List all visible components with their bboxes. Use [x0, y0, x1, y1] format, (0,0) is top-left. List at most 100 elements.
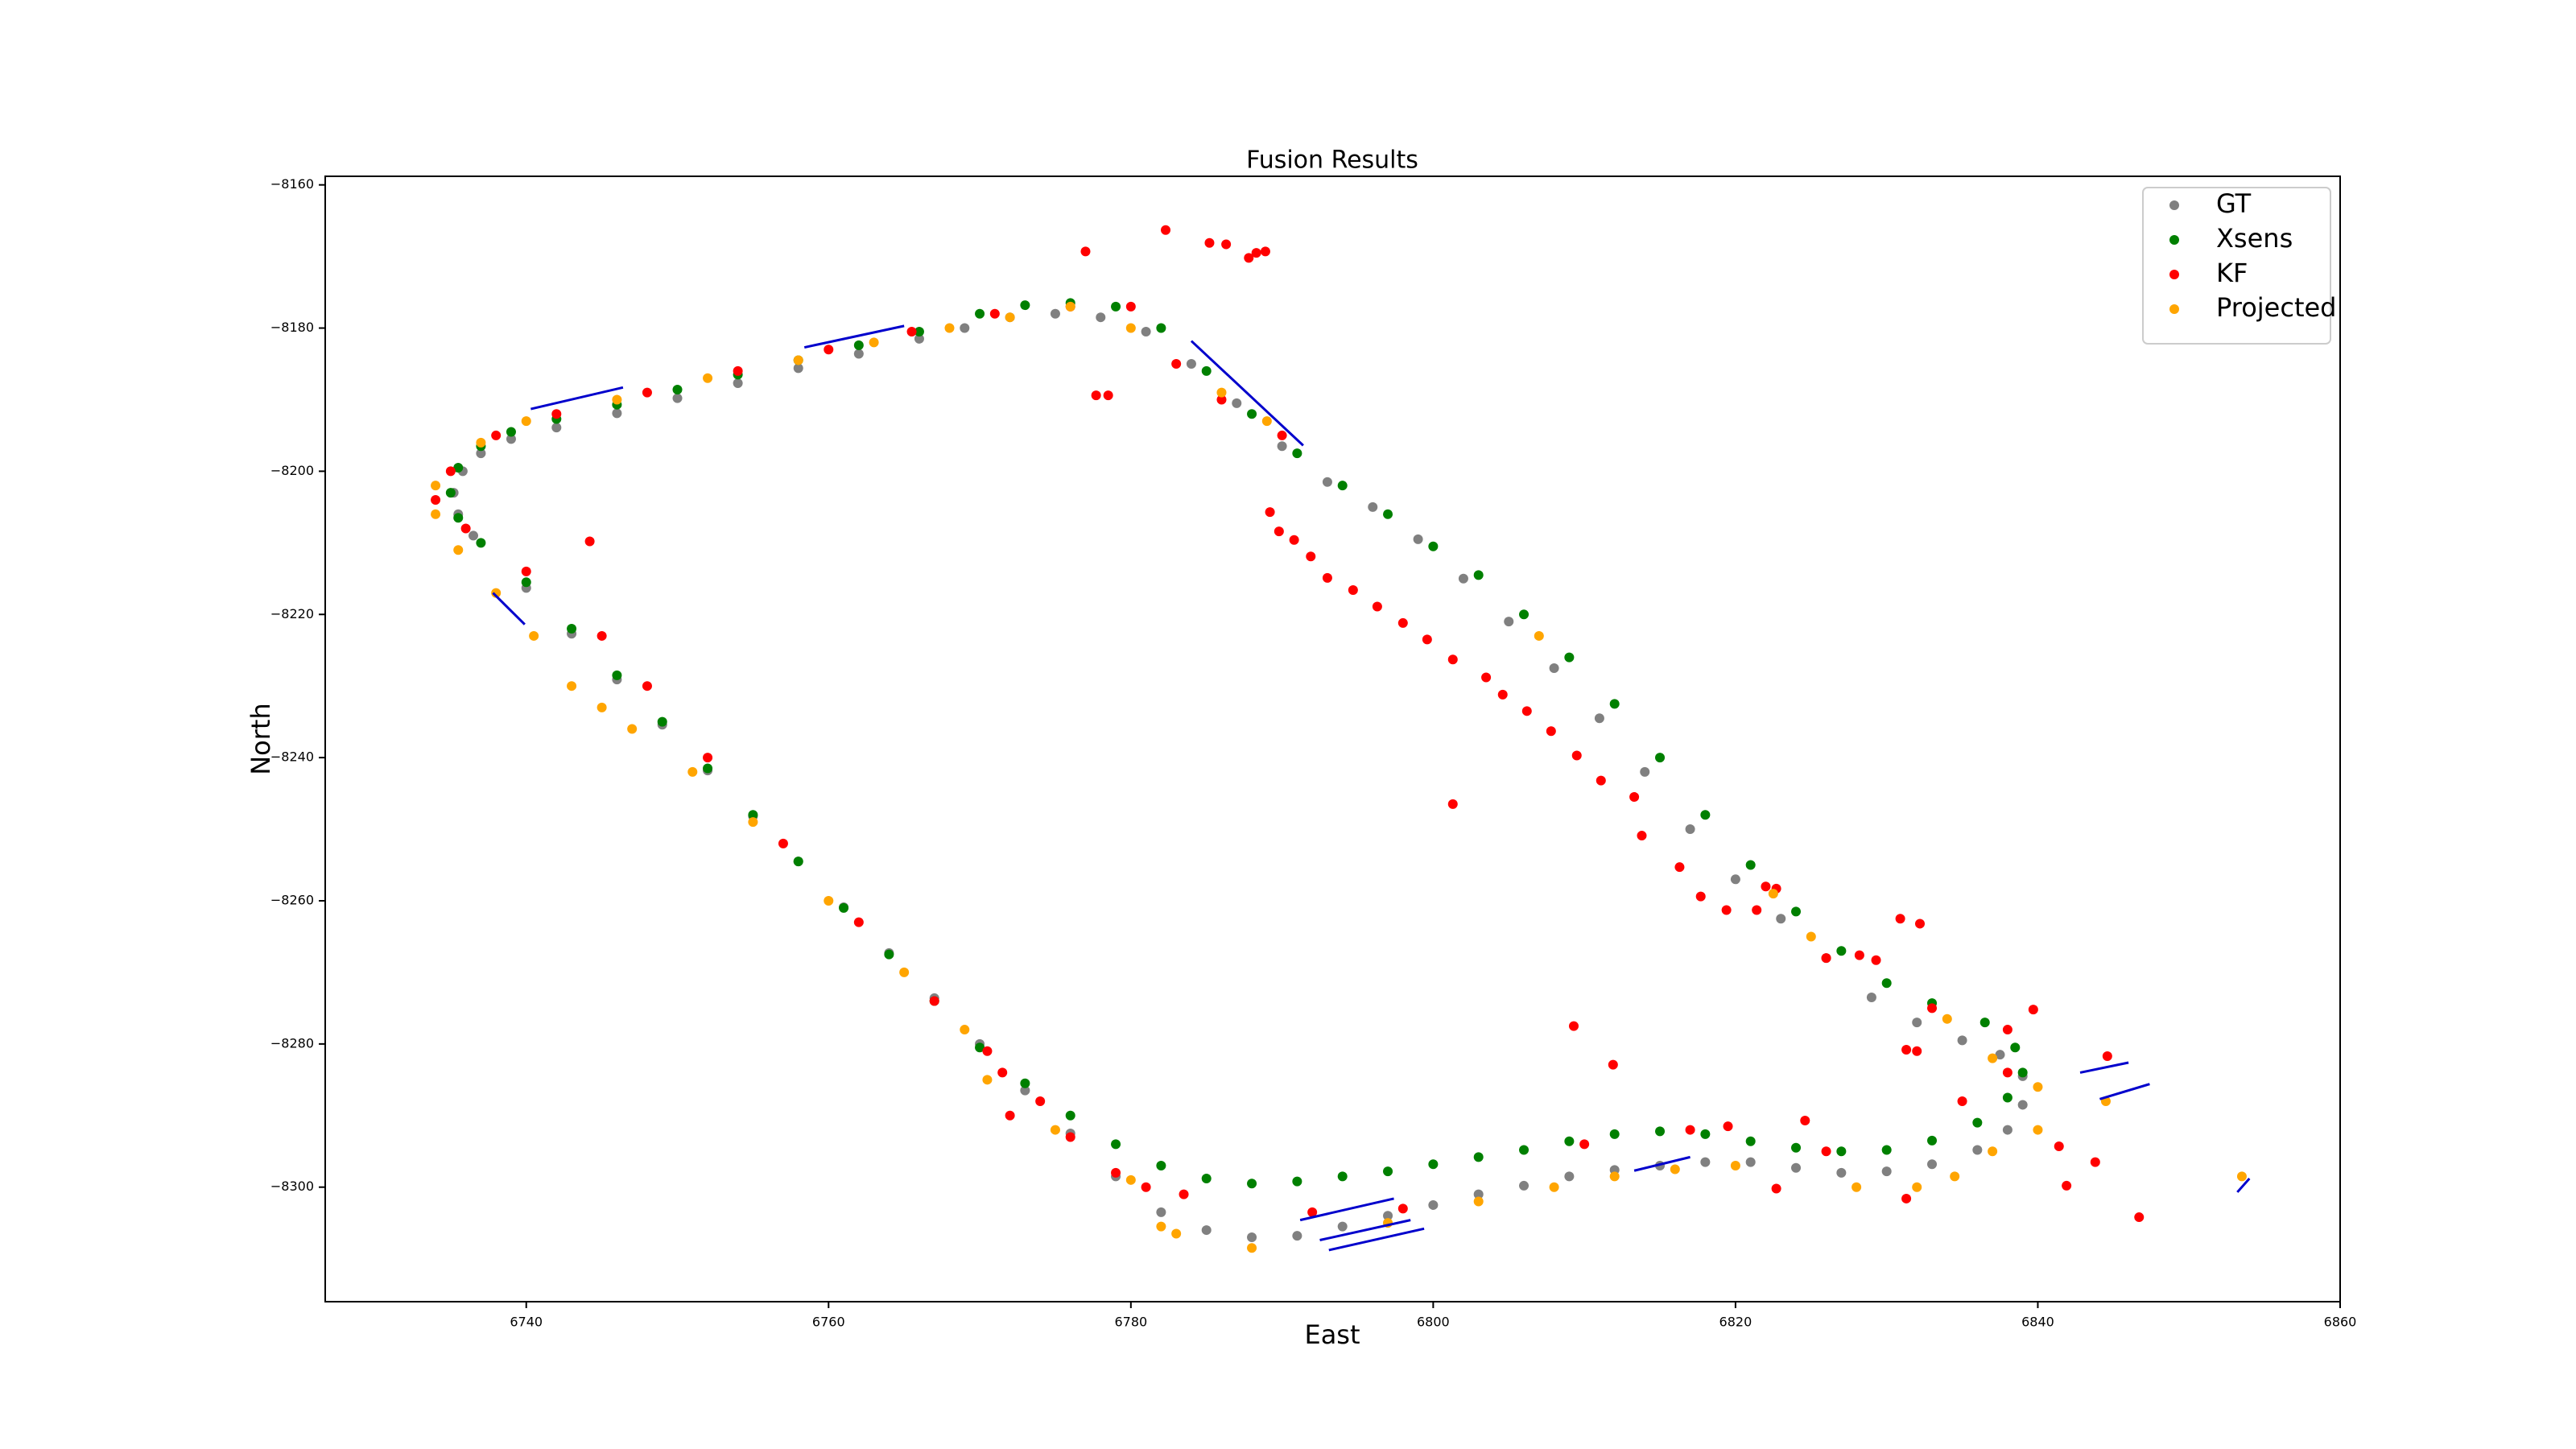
point	[1005, 1110, 1015, 1121]
point	[1972, 1145, 1983, 1155]
point	[1519, 1180, 1530, 1191]
point	[748, 810, 758, 820]
point	[642, 387, 652, 398]
point	[1265, 507, 1275, 518]
point	[476, 437, 486, 448]
x-tick-label: 6840	[2021, 1315, 2054, 1330]
segment	[492, 592, 526, 625]
point	[1972, 1117, 1983, 1128]
point	[1274, 526, 1284, 537]
point	[1912, 1018, 1922, 1028]
point	[2236, 1171, 2247, 1182]
point	[1221, 239, 1232, 250]
point	[1745, 860, 1756, 870]
point	[1791, 906, 1802, 917]
point	[1247, 409, 1257, 419]
legend-marker	[2169, 235, 2179, 245]
point	[521, 566, 531, 576]
point	[1156, 1207, 1166, 1217]
point	[1927, 1003, 1938, 1013]
y-tick-label: −8220	[270, 606, 314, 621]
x-tick-label: 6800	[1417, 1315, 1450, 1330]
point	[1674, 862, 1685, 873]
point	[1141, 326, 1151, 336]
y-tick-label: −8260	[270, 892, 314, 907]
point	[491, 588, 502, 598]
point	[1428, 1159, 1439, 1170]
point	[672, 393, 683, 403]
point	[1745, 1136, 1756, 1146]
point	[1171, 1228, 1182, 1239]
legend-label: Projected	[2216, 292, 2336, 323]
point	[1927, 1135, 1938, 1146]
point	[1171, 359, 1182, 369]
point	[1065, 1110, 1075, 1121]
point	[884, 949, 894, 960]
point	[1204, 237, 1215, 248]
point	[612, 394, 622, 405]
point	[1655, 753, 1666, 763]
point	[793, 363, 803, 374]
point	[1397, 1203, 1408, 1214]
segment	[1633, 1155, 1690, 1172]
point	[1141, 1182, 1151, 1192]
point	[1950, 1171, 1960, 1182]
point	[1564, 1171, 1575, 1182]
point	[1745, 1157, 1756, 1167]
point	[1637, 831, 1647, 841]
point	[1277, 441, 1287, 452]
point	[1497, 689, 1508, 700]
point	[1700, 1129, 1711, 1139]
point	[982, 1046, 993, 1056]
point	[1979, 1018, 1990, 1028]
x-tick-label: 6740	[510, 1315, 543, 1330]
point	[1156, 1161, 1166, 1171]
legend: GT Xsens KF Projected	[2142, 187, 2336, 345]
point	[944, 323, 955, 333]
point	[1232, 398, 1242, 408]
point	[2002, 1125, 2013, 1135]
point	[1609, 1171, 1620, 1182]
point	[1422, 634, 1432, 645]
series-kf	[431, 225, 2145, 1223]
point	[1103, 390, 1113, 401]
point	[567, 681, 577, 691]
point	[1065, 1132, 1075, 1142]
point	[975, 1042, 985, 1053]
point	[1771, 1183, 1781, 1194]
point	[1836, 1167, 1847, 1178]
legend-label: KF	[2216, 258, 2248, 288]
point	[1216, 387, 1227, 398]
point	[431, 509, 441, 519]
point	[1125, 1174, 1136, 1185]
point	[1957, 1096, 1967, 1106]
point	[1995, 1050, 2005, 1060]
point	[1791, 1162, 1802, 1173]
point	[1201, 365, 1212, 376]
point	[1608, 1059, 1618, 1070]
point	[1473, 1152, 1484, 1162]
point	[1111, 301, 1121, 312]
point	[1629, 792, 1640, 803]
point	[982, 1075, 993, 1085]
point	[1161, 225, 1171, 235]
legend-label: Xsens	[2216, 223, 2293, 254]
point	[1111, 1139, 1121, 1150]
point	[2017, 1067, 2028, 1078]
point	[1546, 726, 1556, 737]
point	[975, 308, 985, 319]
point	[1854, 950, 1864, 960]
point	[1065, 301, 1075, 312]
point	[657, 716, 667, 727]
point	[1519, 609, 1530, 620]
point	[1292, 1176, 1302, 1187]
point	[1306, 551, 1316, 562]
point	[2054, 1141, 2064, 1152]
point	[529, 630, 539, 641]
x-tick-label: 6780	[1114, 1315, 1147, 1330]
point	[2102, 1051, 2112, 1061]
point	[733, 378, 743, 389]
segment	[530, 386, 624, 411]
point	[1447, 799, 1458, 809]
